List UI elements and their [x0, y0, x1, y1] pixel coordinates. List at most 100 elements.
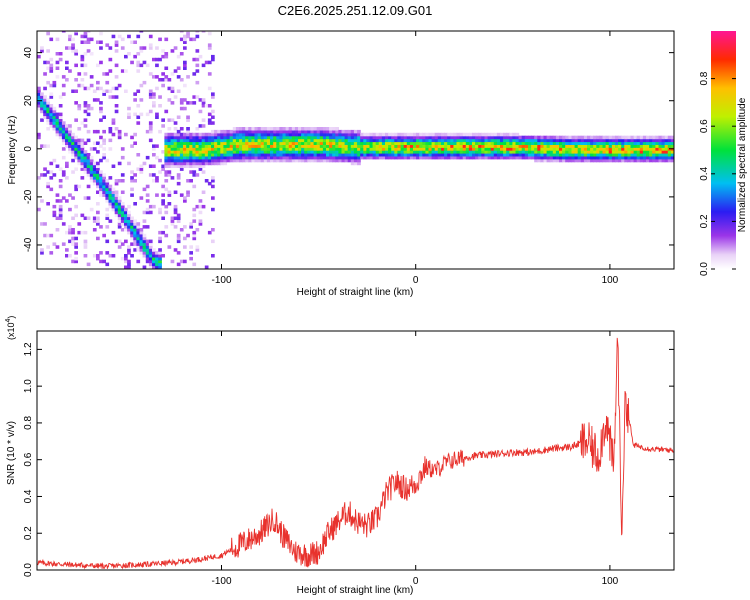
heat-cell: [189, 150, 193, 154]
heat-cell: [86, 37, 91, 42]
heat-cell: [381, 132, 386, 137]
heat-cell: [611, 141, 616, 145]
heat-cell: [102, 153, 106, 157]
heat-cell: [559, 153, 563, 157]
heat-cell: [102, 190, 106, 194]
heat-cell: [503, 144, 507, 148]
heat-cell: [273, 135, 277, 140]
heat-cell: [164, 158, 169, 163]
heat-cell: [226, 158, 231, 163]
heat-cell: [260, 127, 265, 131]
heat-cell: [164, 164, 169, 168]
heat-cell: [55, 60, 60, 65]
heat-cell: [266, 141, 271, 145]
heat-cell: [350, 144, 355, 148]
heat-cell: [195, 31, 200, 33]
heat-cell: [490, 141, 495, 145]
heat-cell: [661, 153, 666, 157]
heat-cell: [37, 95, 41, 99]
heat-cell: [590, 147, 594, 151]
heat-cell: [226, 147, 231, 151]
heat-cell: [664, 153, 669, 157]
heat-cell: [500, 155, 504, 160]
heat-cell: [611, 155, 616, 160]
heat-cell: [207, 43, 212, 47]
heat-cell: [235, 144, 240, 148]
heat-cell: [273, 153, 277, 157]
heat-cell: [99, 190, 103, 194]
heat-cell: [409, 144, 414, 148]
heat-cell: [552, 155, 557, 160]
heat-cell: [674, 139, 678, 143]
heat-cell: [155, 86, 159, 91]
heat-cell: [406, 150, 411, 154]
heat-cell: [484, 155, 489, 160]
heat-cell: [58, 207, 63, 212]
spectrogram-y-tick-label-3: 20: [23, 95, 34, 107]
heat-cell: [350, 129, 355, 134]
heat-cell: [316, 147, 321, 151]
heat-cell: [167, 78, 172, 82]
heat-cell: [37, 98, 41, 102]
heat-cell: [211, 141, 215, 145]
heat-cell: [524, 144, 529, 148]
heat-cell: [503, 141, 507, 145]
heat-cell: [99, 251, 103, 255]
heat-cell: [179, 158, 184, 163]
heat-cell: [263, 141, 268, 145]
heat-cell: [186, 193, 190, 197]
heat-cell: [89, 179, 94, 183]
spectrogram-y-tick-label-1: -20: [23, 189, 34, 204]
heat-cell: [602, 135, 607, 140]
heat-cell: [155, 254, 159, 258]
heat-cell: [89, 158, 94, 163]
heat-cell: [608, 141, 613, 145]
heat-cell: [120, 219, 125, 223]
heat-cell: [335, 158, 339, 163]
heat-cell: [496, 144, 501, 148]
heat-cell: [207, 132, 212, 137]
heat-cell: [40, 173, 44, 177]
heat-cell: [599, 158, 604, 163]
heat-cell: [481, 132, 485, 137]
heat-cell: [170, 89, 175, 93]
heat-cell: [468, 138, 473, 143]
heat-cell: [108, 95, 113, 99]
heat-cell: [472, 135, 476, 140]
heat-cell: [301, 155, 305, 160]
heat-cell: [124, 54, 128, 59]
heat-cell: [111, 193, 116, 197]
heat-cell: [484, 144, 489, 148]
heat-cell: [577, 135, 582, 140]
heat-cell: [273, 155, 277, 160]
heat-cell: [453, 132, 458, 137]
heat-cell: [86, 170, 91, 174]
heat-cell: [509, 147, 513, 151]
heat-cell: [152, 251, 156, 255]
heat-cell: [133, 236, 137, 241]
heat-cell: [61, 141, 66, 145]
heat-cell: [92, 179, 97, 183]
heat-cell: [186, 118, 190, 122]
heat-cell: [372, 138, 377, 143]
heat-cell: [565, 158, 569, 163]
heat-cell: [528, 135, 532, 140]
heat-cell: [170, 49, 175, 53]
heat-cell: [226, 138, 231, 143]
heat-cell: [239, 158, 243, 163]
heat-cell: [251, 141, 256, 145]
heat-cell: [142, 187, 147, 192]
heat-cell: [242, 147, 246, 151]
heat-cell: [105, 193, 110, 197]
heat-cell: [74, 213, 78, 218]
heat-cell: [211, 254, 215, 258]
heat-cell: [363, 141, 367, 145]
heat-cell: [552, 158, 557, 163]
heat-cell: [282, 147, 287, 151]
heat-cell: [176, 135, 181, 140]
heat-cell: [431, 155, 436, 160]
heat-cell: [242, 150, 246, 154]
heat-cell: [71, 228, 75, 232]
heat-cell: [341, 144, 346, 148]
heat-cell: [207, 147, 212, 151]
